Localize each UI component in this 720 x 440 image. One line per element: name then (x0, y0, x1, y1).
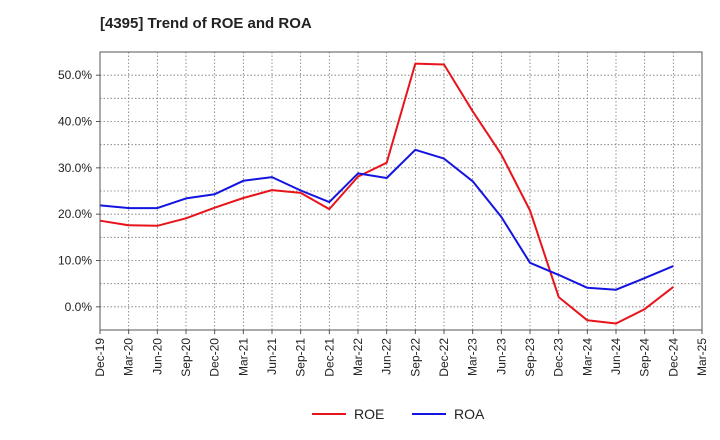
y-axis-ticks: 0.0% 10.0% 20.0% 30.0% 40.0% 50.0% (58, 68, 100, 314)
x-tick-label: Jun-23 (494, 338, 508, 375)
series-line-roa (99, 148, 674, 291)
x-tick-label: Dec-21 (322, 338, 336, 377)
y-tick-label: 50.0% (58, 68, 92, 82)
x-tick-label: Mar-22 (351, 338, 365, 376)
y-tick-label: 30.0% (58, 161, 92, 175)
x-tick-label: Jun-20 (150, 338, 164, 375)
chart-title: [4395] Trend of ROE and ROA (100, 15, 312, 32)
plot-frame (99, 51, 703, 331)
x-tick-label: Mar-24 (580, 338, 594, 376)
x-tick-label: Sep-20 (179, 338, 193, 377)
x-tick-label: Jun-21 (265, 338, 279, 375)
x-tick-label: Dec-22 (437, 338, 451, 377)
x-tick-label: Sep-24 (638, 338, 652, 377)
x-tick-label: Sep-21 (294, 338, 308, 377)
x-tick-label: Dec-23 (552, 338, 566, 377)
legend: ROE ROA (312, 406, 485, 422)
legend-label-roa: ROA (454, 406, 485, 422)
y-tick-label: 20.0% (58, 207, 92, 221)
x-tick-label: Sep-22 (408, 338, 422, 377)
x-tick-label: Mar-25 (695, 338, 709, 376)
x-tick-label: Dec-20 (208, 338, 222, 377)
series-lines (99, 62, 674, 325)
x-tick-label: Mar-21 (236, 338, 250, 376)
grid-lines (100, 52, 702, 330)
x-tick-label: Mar-23 (466, 338, 480, 376)
x-tick-label: Dec-19 (93, 338, 107, 377)
x-tick-label: Sep-23 (523, 338, 537, 377)
x-tick-label: Mar-20 (122, 338, 136, 376)
x-axis-ticks: Dec-19 Mar-20 Jun-20 Sep-20 Dec-20 Mar-21 Jun-… (93, 330, 709, 377)
y-tick-label: 40.0% (58, 115, 92, 129)
legend-label-roe: ROE (354, 406, 384, 422)
x-tick-label: Jun-24 (609, 338, 623, 375)
y-tick-label: 0.0% (65, 300, 93, 314)
x-tick-label: Dec-24 (666, 338, 680, 377)
series-line-roe (99, 62, 674, 325)
y-tick-label: 10.0% (58, 254, 92, 268)
x-tick-label: Jun-22 (380, 338, 394, 375)
